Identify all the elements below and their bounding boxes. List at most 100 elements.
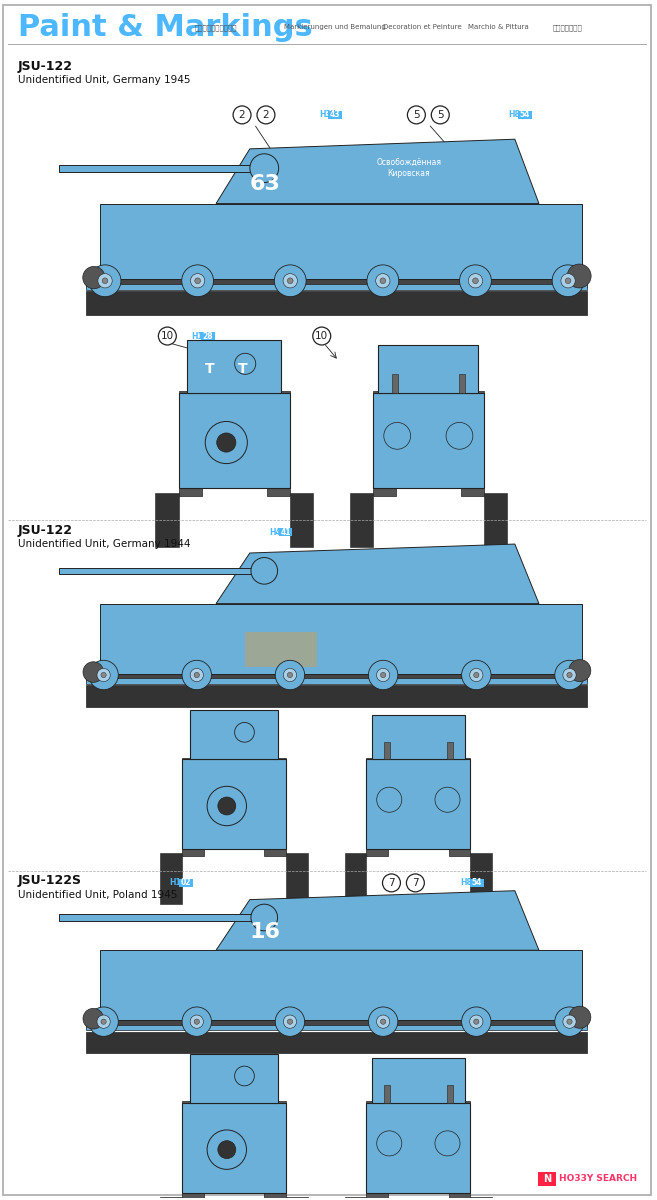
Bar [367,760,470,848]
Text: H80: H80 [460,878,478,887]
Bar [538,1171,556,1186]
Circle shape [474,1019,479,1025]
Bar [373,392,484,488]
Circle shape [376,668,390,682]
Circle shape [275,265,306,296]
Bar [179,878,193,887]
Text: Marchio & Pittura: Marchio & Pittura [468,24,529,30]
Circle shape [235,722,254,742]
Circle shape [376,1130,402,1156]
Bar [518,110,532,119]
Circle shape [101,672,106,678]
Circle shape [83,1008,104,1030]
Circle shape [83,661,104,683]
Circle shape [474,672,479,678]
Circle shape [380,672,386,678]
Text: 63: 63 [250,174,281,194]
Circle shape [376,787,402,812]
Text: 54: 54 [520,110,530,119]
Text: JSU-122: JSU-122 [18,60,73,72]
Bar [182,1103,286,1193]
Bar [484,493,507,547]
Bar [378,344,478,392]
Bar [447,1085,453,1103]
Circle shape [207,786,246,826]
Text: N: N [543,1174,551,1183]
Circle shape [376,1015,390,1028]
Text: H37: H37 [319,110,336,119]
Circle shape [97,668,110,682]
Bar [160,1196,182,1200]
Circle shape [207,1130,246,1169]
Circle shape [250,154,279,182]
Bar [190,1054,279,1103]
Circle shape [369,660,398,690]
Bar [286,1196,307,1200]
Bar [182,760,286,848]
Circle shape [567,672,572,678]
Text: H80: H80 [508,110,525,119]
Circle shape [191,274,205,288]
Circle shape [287,278,293,283]
Text: 10: 10 [315,331,328,341]
Text: 2: 2 [263,110,269,120]
Circle shape [218,1141,236,1159]
Circle shape [472,278,478,283]
Bar [59,164,260,172]
Bar [461,391,484,497]
Circle shape [251,558,277,584]
Bar [367,1102,388,1200]
Text: 41: 41 [281,528,291,536]
Circle shape [190,1015,204,1028]
Circle shape [552,265,584,296]
Bar [367,757,388,856]
Circle shape [217,433,236,452]
Bar [59,568,260,574]
Bar [86,277,587,287]
Bar [267,391,290,497]
Bar [86,685,587,707]
Bar [328,110,342,119]
Circle shape [435,787,460,812]
Text: 43: 43 [330,110,340,119]
Circle shape [384,422,411,449]
Polygon shape [216,544,539,604]
Circle shape [275,660,305,690]
Circle shape [205,421,248,463]
Circle shape [218,797,236,815]
Circle shape [182,660,212,690]
Text: Unidentified Unit, Germany 1945: Unidentified Unit, Germany 1945 [18,76,191,85]
Circle shape [565,278,571,283]
Circle shape [89,660,118,690]
Bar [367,1103,470,1193]
Circle shape [380,278,386,283]
Bar [385,556,459,580]
Bar [101,950,582,1020]
Bar [201,332,215,340]
Circle shape [182,1007,212,1037]
Bar [470,878,484,887]
Circle shape [367,265,399,296]
Bar [182,1102,204,1200]
Circle shape [283,1015,296,1028]
Text: 7: 7 [388,878,395,888]
Text: 2: 2 [238,110,245,120]
Bar [86,1032,587,1054]
Text: HO33Y SEARCH: HO33Y SEARCH [559,1175,637,1183]
Text: 標貼及著色指示: 標貼及著色指示 [553,24,583,30]
Bar [86,1025,587,1031]
Bar [59,914,260,920]
Bar [449,1102,470,1200]
Circle shape [190,668,204,682]
Text: マーキング及び塗装図: マーキング及び塗装図 [194,24,237,30]
Bar [449,757,470,856]
Circle shape [446,422,473,449]
Text: JSU-122: JSU-122 [18,523,73,536]
Circle shape [98,274,112,288]
Circle shape [89,265,121,296]
Bar [470,1196,492,1200]
Circle shape [275,1007,305,1037]
Text: Unidentified Unit, Poland 1945: Unidentified Unit, Poland 1945 [18,890,177,900]
Circle shape [369,1007,398,1037]
Circle shape [287,672,292,678]
